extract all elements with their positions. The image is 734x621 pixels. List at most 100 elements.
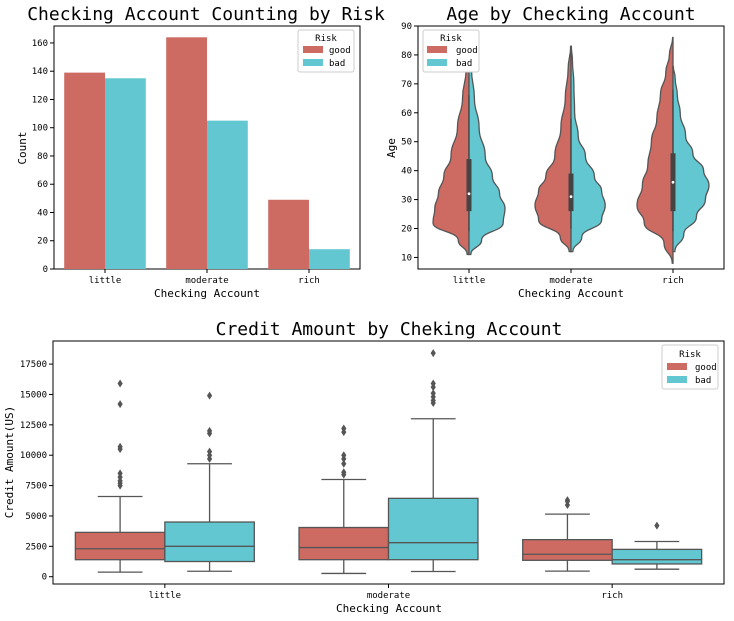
box-bad-rich (611, 548, 703, 565)
y-tick-label: 2500 (25, 542, 47, 552)
box-flier-bad-moderate (430, 349, 436, 358)
box-flier-good-little (117, 442, 123, 451)
box-flier-bad-moderate (430, 389, 436, 398)
legend-swatch-bad (303, 59, 323, 66)
box-flier-bad-moderate (430, 379, 436, 388)
violin-median-little (467, 192, 471, 196)
box-flier-bad-rich (654, 521, 660, 530)
y-tick-label: 12500 (20, 421, 47, 431)
y-tick-label: 140 (32, 67, 48, 77)
violin-good-little (432, 45, 470, 256)
box-good-rich (522, 539, 613, 561)
violin-chart-axes: 10 20 30 40 50 60 70 80 90 little moderate rich (401, 22, 684, 286)
y-tick-label: 70 (401, 80, 412, 90)
x-tick-label: rich (662, 276, 684, 286)
violin-bad-moderate (570, 45, 606, 253)
y-tick-label: 40 (401, 167, 412, 177)
violin-chart-violins (432, 36, 710, 264)
y-tick-label: 5000 (25, 512, 47, 522)
box-chart-axes: 0 2500 5000 7500 10000 12500 15000 17500 little m… (20, 360, 623, 601)
y-tick-label: 120 (32, 95, 48, 105)
y-tick-label: 100 (32, 124, 48, 134)
box-chart-xlabel: Checking Account (336, 602, 442, 615)
box-good-moderate (298, 526, 390, 561)
bar-chart-xlabel: Checking Account (154, 287, 260, 300)
box-flier-good-little (117, 379, 123, 388)
violin-median-rich (671, 180, 675, 184)
y-tick-label: 10000 (20, 451, 47, 461)
x-tick-label: little (89, 276, 122, 286)
bar-chart-ylabel: Count (16, 131, 29, 164)
bar-good-rich (268, 199, 309, 269)
y-tick-label: 20 (37, 237, 48, 247)
box-flier-good-little (117, 400, 123, 409)
bar-chart-bars (64, 37, 350, 270)
bar-bad-rich (309, 249, 350, 269)
x-tick-label: little (453, 276, 486, 286)
box-flier-bad-little (206, 391, 213, 400)
legend-swatch-good (427, 46, 447, 53)
box-flier-good-rich (564, 496, 571, 505)
y-tick-label: 80 (37, 152, 48, 162)
box-chart-panel: Credit Amount by Cheking Account 0 2500 50… (3, 319, 725, 615)
violin-bad-little (468, 45, 506, 256)
legend-label-good: good (329, 46, 351, 56)
bar-chart-legend: Risk good bad (297, 29, 355, 73)
y-tick-label: 60 (37, 180, 48, 190)
bar-good-little (64, 72, 105, 269)
box-flier-good-little (117, 469, 123, 478)
box-chart-title: Credit Amount by Cheking Account (216, 319, 563, 340)
y-tick-label: 17500 (20, 360, 47, 370)
legend-label-bad: bad (695, 376, 711, 386)
x-tick-label: rich (298, 276, 320, 286)
box-bad-moderate (387, 497, 479, 561)
violin-iqr-moderate (568, 173, 574, 212)
legend-title: Risk (315, 34, 337, 44)
y-tick-label: 160 (32, 39, 48, 49)
legend-label-bad: bad (456, 59, 472, 69)
y-tick-label: 20 (401, 225, 412, 235)
violin-bad-rich (672, 65, 710, 253)
box-chart-ylabel: Credit Amount(US) (3, 406, 16, 519)
box-flier-good-moderate (341, 451, 347, 460)
legend-title: Risk (440, 34, 462, 44)
y-tick-label: 7500 (25, 482, 47, 492)
y-tick-label: 90 (401, 22, 412, 32)
violin-chart-panel: Age by Checking Account 10 20 30 40 50 60 70 80… (385, 4, 725, 300)
legend-label-good: good (695, 363, 717, 373)
violin-good-rich (636, 36, 674, 264)
box-bad-little (164, 521, 255, 563)
legend-swatch-bad (667, 376, 687, 383)
bar-chart-panel: Checking Account Counting by Risk 0 20 40 6… (16, 4, 385, 300)
violin-chart-title: Age by Checking Account (446, 4, 695, 25)
legend-swatch-bad (427, 59, 447, 66)
bar-bad-little (105, 78, 146, 269)
bar-chart-axes: 0 20 40 60 80 100 120 140 160 little moderate rich (32, 39, 320, 286)
y-tick-label: 50 (401, 138, 412, 148)
violin-iqr-little (466, 159, 472, 212)
legend-title: Risk (679, 350, 701, 360)
box-flier-good-moderate (341, 468, 347, 477)
y-tick-label: 40 (37, 208, 48, 218)
box-flier-good-moderate (341, 459, 347, 468)
x-tick-label: moderate (185, 276, 228, 286)
violin-median-moderate (569, 195, 573, 199)
violin-chart-ylabel: Age (385, 138, 398, 158)
violin-chart-legend: Risk good bad (422, 29, 480, 73)
y-tick-label: 0 (42, 573, 47, 583)
y-tick-label: 80 (401, 51, 412, 61)
bar-bad-moderate (207, 120, 248, 269)
x-tick-label: little (149, 591, 182, 601)
bar-good-moderate (166, 37, 207, 270)
y-tick-label: 15000 (20, 390, 47, 400)
x-tick-label: rich (601, 591, 623, 601)
legend-swatch-good (667, 363, 687, 370)
box-chart-legend: Risk good bad (661, 344, 719, 390)
y-tick-label: 30 (401, 196, 412, 206)
legend-swatch-good (303, 46, 323, 53)
y-tick-label: 60 (401, 109, 412, 119)
y-tick-label: 0 (43, 265, 48, 275)
y-tick-label: 10 (401, 253, 412, 263)
x-tick-label: moderate (367, 591, 410, 601)
